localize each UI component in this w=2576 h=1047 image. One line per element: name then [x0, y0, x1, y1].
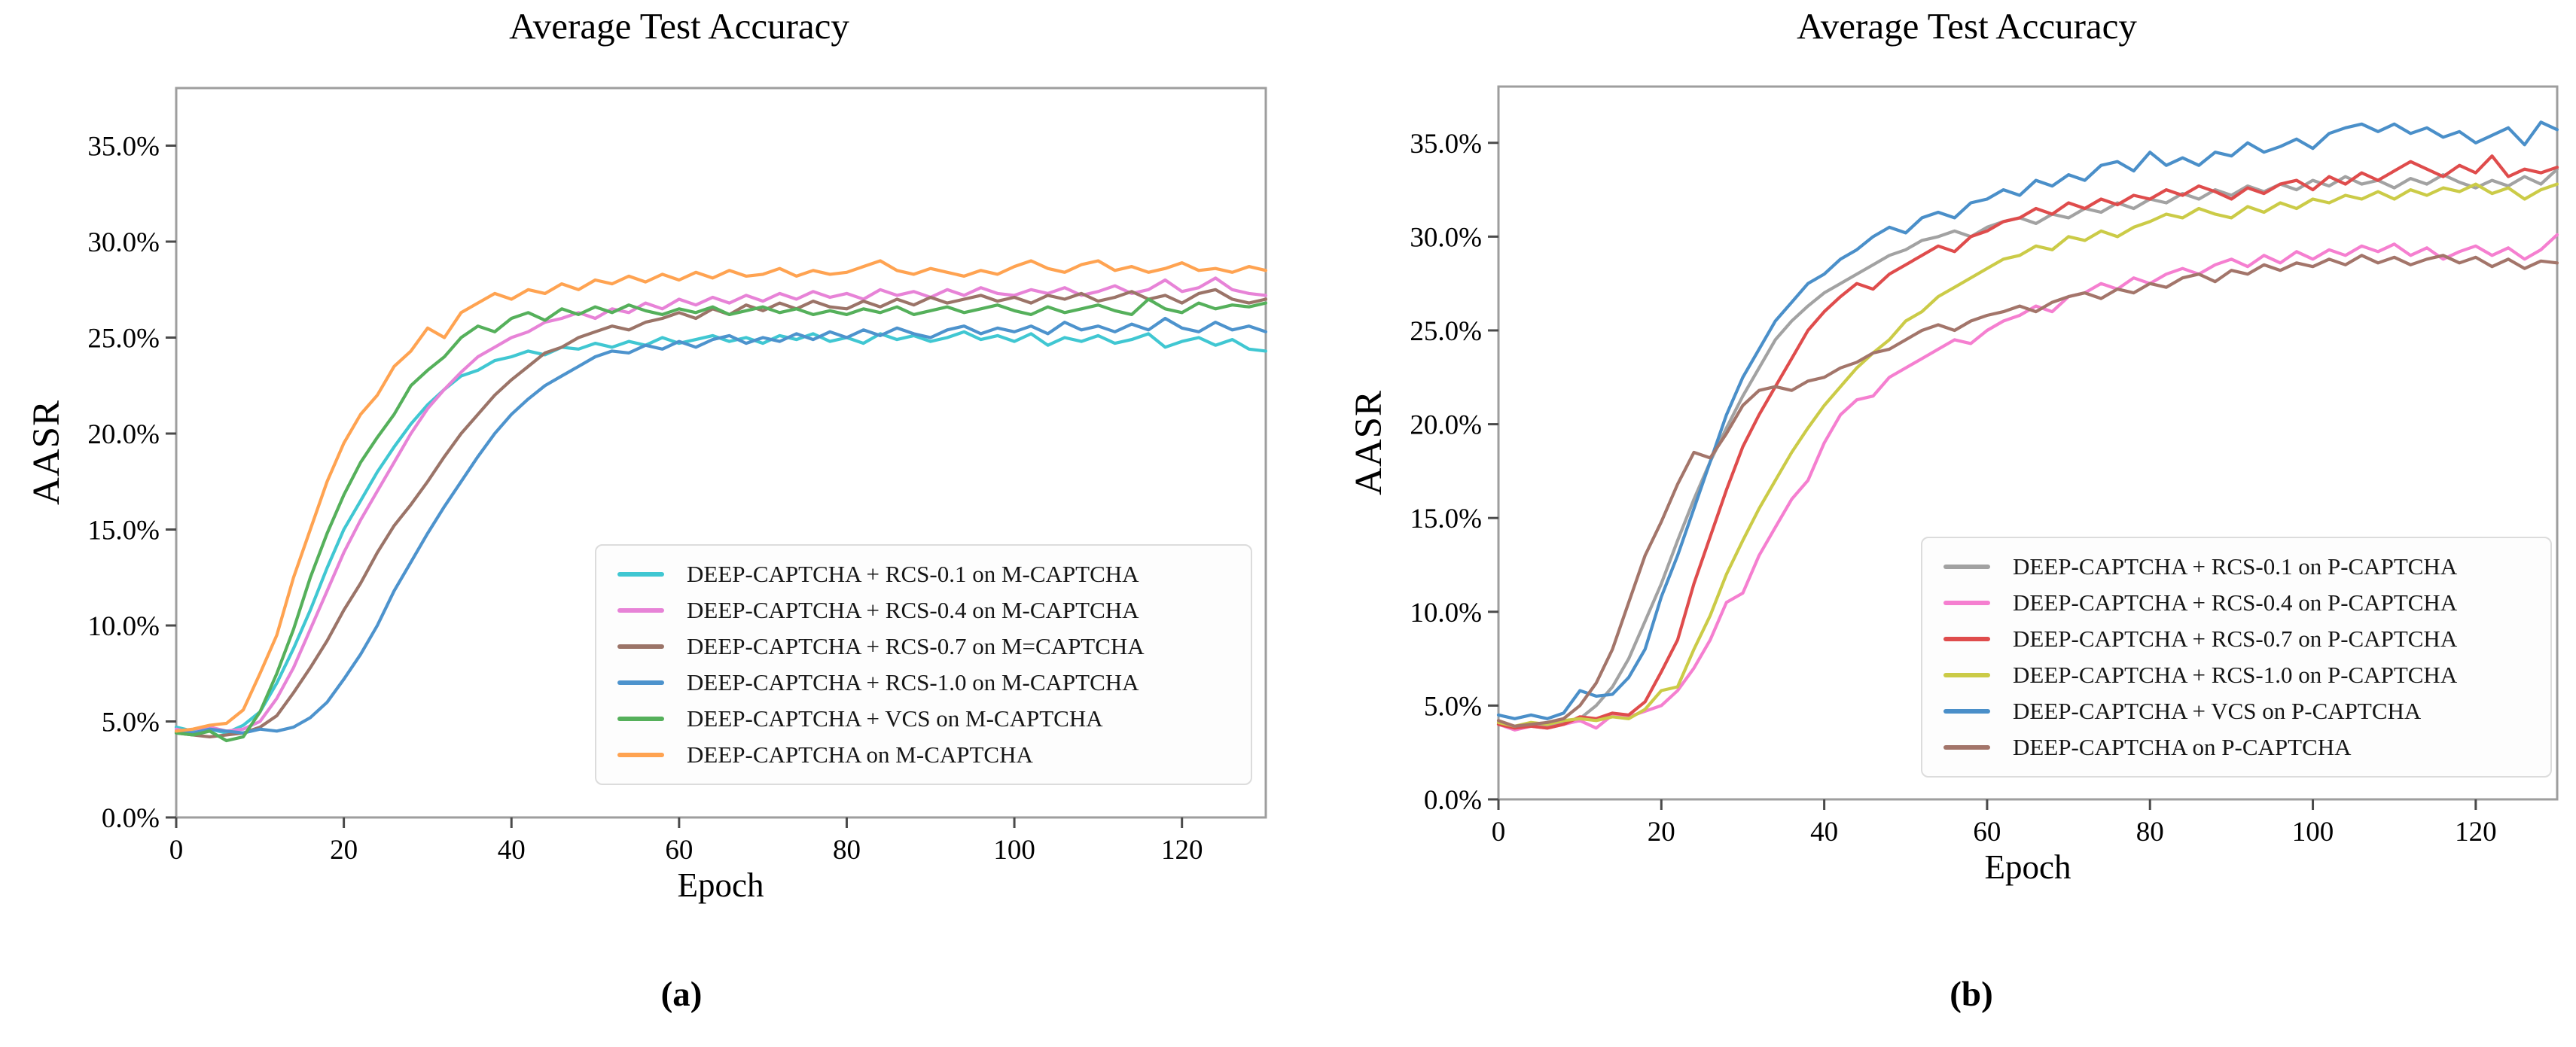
- legend-line-swatch: [617, 572, 664, 577]
- plot-frame: [1497, 85, 2559, 801]
- legend-item: DEEP-CAPTCHA + VCS on M-CAPTCHA: [596, 705, 1251, 732]
- y-tick-label: 20.0%: [1410, 410, 1482, 441]
- x-tick-label: 100: [993, 835, 1035, 866]
- x-tick-label: 60: [665, 835, 693, 866]
- legend-label: DEEP-CAPTCHA + RCS-0.4 on M-CAPTCHA: [687, 597, 1139, 623]
- x-tick-label: 120: [2455, 817, 2497, 848]
- y-tick-label: 30.0%: [87, 227, 160, 258]
- legend-label: DEEP-CAPTCHA + RCS-1.0 on P-CAPTCHA: [2013, 662, 2458, 688]
- series-line: [1496, 154, 2559, 730]
- legend-line-swatch: [617, 608, 664, 613]
- y-tick-label: 10.0%: [1410, 598, 1482, 629]
- legend-item: DEEP-CAPTCHA + RCS-0.4 on M-CAPTCHA: [596, 597, 1251, 624]
- series-line: [1496, 120, 2559, 720]
- chart-b-x-axis-label: Epoch: [1984, 848, 2071, 886]
- y-tick-label: 35.0%: [87, 132, 160, 163]
- legend-line-swatch: [1943, 637, 1990, 641]
- chart-a-title: Average Test Accuracy: [509, 5, 849, 47]
- legend-label: DEEP-CAPTCHA + VCS on P-CAPTCHA: [2013, 698, 2422, 724]
- y-tick-label: 15.0%: [1410, 504, 1482, 534]
- legend-item: DEEP-CAPTCHA + RCS-0.7 on P-CAPTCHA: [1922, 625, 2550, 653]
- legend-label: DEEP-CAPTCHA + RCS-1.0 on M-CAPTCHA: [687, 669, 1139, 695]
- legend-line-swatch: [1943, 601, 1990, 605]
- series-line: [174, 297, 1268, 743]
- caption-b: (b): [1950, 975, 1993, 1014]
- x-tick-label: 20: [1648, 817, 1675, 848]
- series-line: [174, 316, 1268, 735]
- legend-line-swatch: [1943, 709, 1990, 714]
- chart-a-legend: DEEP-CAPTCHA + RCS-0.1 on M-CAPTCHA DEEP-…: [595, 544, 1252, 785]
- legend-label: DEEP-CAPTCHA + RCS-0.7 on M=CAPTCHA: [687, 633, 1145, 659]
- x-tick-label: 80: [2136, 817, 2164, 848]
- legend-item: DEEP-CAPTCHA + RCS-0.7 on M=CAPTCHA: [596, 633, 1251, 660]
- y-tick-label: 10.0%: [87, 611, 160, 642]
- y-tick-label: 5.0%: [102, 708, 160, 738]
- chart-b-legend: DEEP-CAPTCHA + RCS-0.1 on P-CAPTCHA DEEP-…: [1921, 537, 2552, 778]
- legend-line-swatch: [1943, 745, 1990, 750]
- legend-item: DEEP-CAPTCHA + RCS-0.1 on M-CAPTCHA: [596, 561, 1251, 588]
- y-tick-label: 25.0%: [1410, 316, 1482, 347]
- legend-label: DEEP-CAPTCHA + RCS-0.1 on P-CAPTCHA: [2013, 553, 2458, 580]
- x-tick-label: 0: [1492, 817, 1506, 848]
- x-tick-label: 100: [2292, 817, 2334, 848]
- legend-line-swatch: [617, 680, 664, 685]
- legend-label: DEEP-CAPTCHA + VCS on M-CAPTCHA: [687, 705, 1103, 732]
- series-line: [174, 259, 1268, 733]
- y-tick-label: 0.0%: [102, 803, 160, 834]
- legend-item: DEEP-CAPTCHA + VCS on P-CAPTCHA: [1922, 698, 2550, 725]
- y-tick-label: 25.0%: [87, 324, 160, 355]
- series-line: [1496, 182, 2559, 728]
- plot-frame: [175, 87, 1267, 819]
- caption-a: (a): [660, 975, 703, 1014]
- x-tick-label: 0: [169, 835, 184, 866]
- y-tick-label: 0.0%: [1424, 785, 1482, 816]
- legend-line-swatch: [617, 717, 664, 721]
- legend-item: DEEP-CAPTCHA + RCS-0.1 on P-CAPTCHA: [1922, 553, 2550, 580]
- legend-item: DEEP-CAPTCHA on M-CAPTCHA: [596, 741, 1251, 769]
- y-tick-label: 20.0%: [87, 419, 160, 450]
- chart-a-x-axis-label: Epoch: [677, 866, 764, 904]
- legend-line-swatch: [617, 644, 664, 649]
- y-tick-label: 35.0%: [1410, 129, 1482, 160]
- y-tick-label: 15.0%: [87, 516, 160, 546]
- x-tick-label: 20: [330, 835, 358, 866]
- legend-line-swatch: [1943, 673, 1990, 677]
- legend-item: DEEP-CAPTCHA + RCS-1.0 on M-CAPTCHA: [596, 669, 1251, 696]
- x-tick-label: 40: [1810, 817, 1838, 848]
- legend-line-swatch: [617, 753, 664, 757]
- x-tick-label: 120: [1161, 835, 1203, 866]
- legend-label: DEEP-CAPTCHA on M-CAPTCHA: [687, 741, 1033, 768]
- x-tick-label: 80: [833, 835, 861, 866]
- legend-item: DEEP-CAPTCHA + RCS-1.0 on P-CAPTCHA: [1922, 662, 2550, 689]
- series-line: [1496, 233, 2559, 732]
- x-tick-label: 40: [498, 835, 526, 866]
- series-line: [1496, 254, 2559, 728]
- legend-line-swatch: [1943, 565, 1990, 569]
- y-tick-label: 5.0%: [1424, 691, 1482, 722]
- chart-b-title: Average Test Accuracy: [1797, 5, 2137, 47]
- legend-label: DEEP-CAPTCHA + RCS-0.1 on M-CAPTCHA: [687, 561, 1139, 587]
- series-line: [1496, 167, 2559, 730]
- legend-item: DEEP-CAPTCHA + RCS-0.4 on P-CAPTCHA: [1922, 589, 2550, 616]
- x-tick-label: 60: [1973, 817, 2001, 848]
- legend-label: DEEP-CAPTCHA + RCS-0.7 on P-CAPTCHA: [2013, 625, 2458, 652]
- chart-a-y-axis-label: AASR: [26, 399, 68, 506]
- y-tick-label: 30.0%: [1410, 222, 1482, 253]
- chart-b-y-axis-label: AASR: [1348, 389, 1390, 496]
- legend-label: DEEP-CAPTCHA on P-CAPTCHA: [2013, 734, 2352, 760]
- legend-item: DEEP-CAPTCHA on P-CAPTCHA: [1922, 734, 2550, 761]
- legend-label: DEEP-CAPTCHA + RCS-0.4 on P-CAPTCHA: [2013, 589, 2458, 616]
